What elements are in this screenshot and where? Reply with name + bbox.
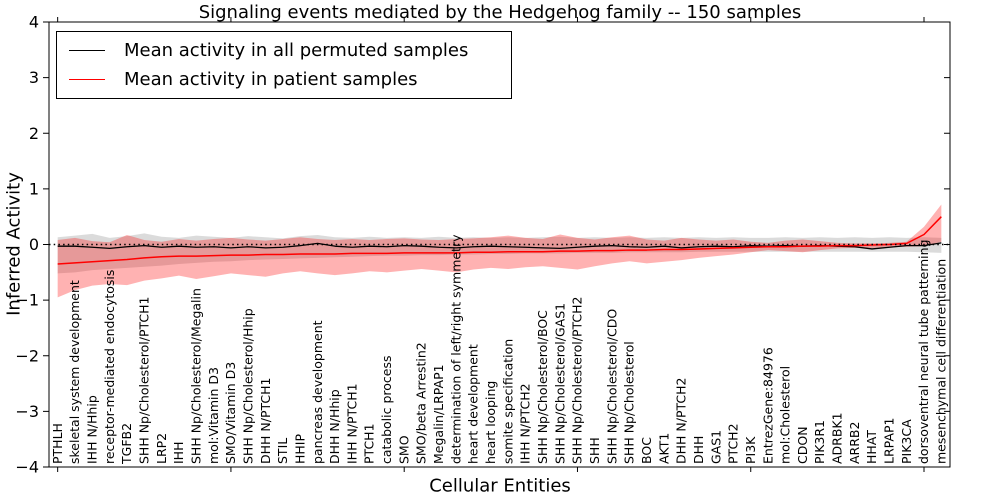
category-label: SMO [396, 435, 411, 464]
category-label: PIK3CA [899, 419, 914, 464]
category-label: PTCH2 [726, 423, 741, 464]
category-label: DHH [691, 436, 706, 464]
legend-item-permuted: Mean activity in all permuted samples [69, 39, 499, 61]
category-label: ADRBK1 [830, 412, 845, 464]
category-label: PI3K [743, 436, 758, 464]
band-patient [57, 204, 942, 298]
category-label: HHIP [292, 434, 307, 464]
category-label: SHH Np/Cholesterol [622, 341, 637, 464]
category-label: receptor-mediated endocytosis [102, 270, 117, 464]
category-label: heart looping [483, 381, 498, 464]
category-label: SHH [587, 437, 602, 464]
y-tick-label: 0 [29, 235, 39, 254]
category-label: HHAT [864, 430, 879, 464]
chart-title: Signaling events mediated by the Hedgeho… [198, 2, 802, 23]
patient-line-swatch [69, 79, 105, 80]
category-label: IHH N/PTCH2 [518, 383, 533, 464]
category-label: PIK3R1 [812, 420, 827, 464]
category-label: catabolic process [379, 355, 394, 464]
category-label: pancreas development [310, 320, 325, 464]
legend-label-permuted: Mean activity in all permuted samples [124, 39, 469, 61]
y-tick-label: −1 [15, 291, 39, 310]
category-label: dorsoventral neural tube patterning [916, 240, 931, 465]
category-label: IHH [171, 442, 186, 465]
category-label: mesenchymal cell differentiation [934, 259, 949, 464]
y-tick-label: −4 [15, 458, 39, 477]
category-label: DHH N/PTCH1 [258, 378, 273, 464]
category-label: GAS1 [708, 430, 723, 464]
y-tick-label: −3 [15, 402, 39, 421]
category-label: mol:Vitamin D3 [206, 367, 221, 464]
y-tick-label: 4 [29, 13, 39, 32]
permuted-line-swatch [69, 50, 105, 51]
y-tick-label: 1 [29, 179, 39, 198]
category-label: SHH Np/Cholesterol/Megalin [188, 288, 203, 464]
category-label: IHH N/Hhip [85, 395, 100, 464]
category-label: SMO/beta Arrestin2 [414, 342, 429, 464]
category-label: heart development [466, 344, 481, 464]
category-label: SHH Np/Cholesterol/BOC [535, 310, 550, 464]
line-patient-mean [57, 216, 942, 265]
category-label: AKT1 [656, 433, 671, 464]
category-label: TGFB2 [119, 423, 134, 465]
category-label: DHH N/PTCH2 [674, 378, 689, 464]
category-label: STIL [275, 438, 290, 464]
category-label: SHH Np/Cholesterol/GAS1 [552, 303, 567, 464]
legend-label-patient: Mean activity in patient samples [124, 68, 418, 90]
category-label: PTHLH [50, 423, 65, 464]
category-label: SHH Np/Cholesterol/PTCH2 [570, 297, 585, 465]
category-label: LRP2 [154, 433, 169, 464]
y-tick-label: 2 [29, 124, 39, 143]
category-label: SMO/Vitamin D3 [223, 362, 238, 464]
category-label: LRPAP1 [882, 418, 897, 464]
y-axis-label: Inferred Activity [3, 172, 25, 316]
x-axis-label: Cellular Entities [429, 475, 571, 497]
category-label: DHH N/Hhip [327, 389, 342, 464]
category-label: skeletal system development [67, 280, 82, 464]
category-label: SHH Np/Cholesterol/Hhip [240, 308, 255, 464]
band-permuted [57, 233, 942, 274]
category-label: SHH Np/Cholesterol/CDO [604, 309, 619, 464]
legend: Mean activity in all permuted samples Me… [56, 31, 512, 99]
category-label: BOC [639, 437, 654, 464]
category-label: ARRB2 [847, 422, 862, 464]
category-label: determination of left/right symmetry [448, 234, 463, 464]
category-label: IHH N/PTCH1 [344, 383, 359, 464]
category-label: mol:Cholesterol [778, 366, 793, 464]
category-label: EntrezGene:84976 [760, 347, 775, 464]
legend-item-patient: Mean activity in patient samples [69, 68, 499, 90]
category-label: Megalin/LRPAP1 [431, 364, 446, 464]
category-label: somite specification [500, 339, 515, 464]
category-label: SHH Np/Cholesterol/PTCH1 [136, 297, 151, 465]
y-tick-label: −2 [15, 346, 39, 365]
y-tick-label: 3 [29, 68, 39, 87]
category-label: PTCH1 [362, 423, 377, 464]
category-label: CDON [795, 426, 810, 464]
